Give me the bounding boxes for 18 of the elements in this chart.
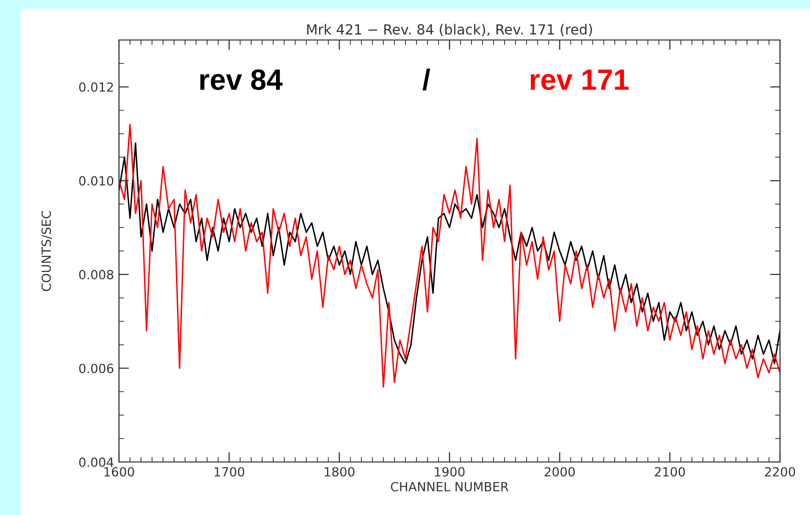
x-tick-label: 1600	[104, 467, 134, 477]
x-tick-label: 2000	[544, 467, 575, 477]
x-axis-title: CHANNEL NUMBER	[390, 482, 508, 492]
x-tick-label: 1900	[434, 467, 465, 477]
y-tick-label: 0.012	[79, 82, 113, 92]
y-tick-label: 0.006	[79, 364, 114, 374]
x-tick-label: 1700	[214, 467, 244, 477]
chart-title: Mrk 421 − Rev. 84 (black), Rev. 171 (red)	[307, 24, 592, 36]
y-axis-title: COUNTS/SEC	[41, 210, 52, 292]
y-tick-label: 0.010	[79, 176, 114, 186]
x-tick-label: 1800	[324, 467, 354, 477]
y-tick-label: 0.004	[79, 457, 114, 467]
annotation: /	[422, 68, 430, 90]
text: rev 171	[530, 70, 629, 90]
y-tick-label: 0.008	[79, 270, 114, 280]
x-tick-label: 2100	[654, 467, 685, 477]
x-tick-label: 2200	[765, 467, 796, 477]
text: rev 84	[200, 69, 282, 90]
